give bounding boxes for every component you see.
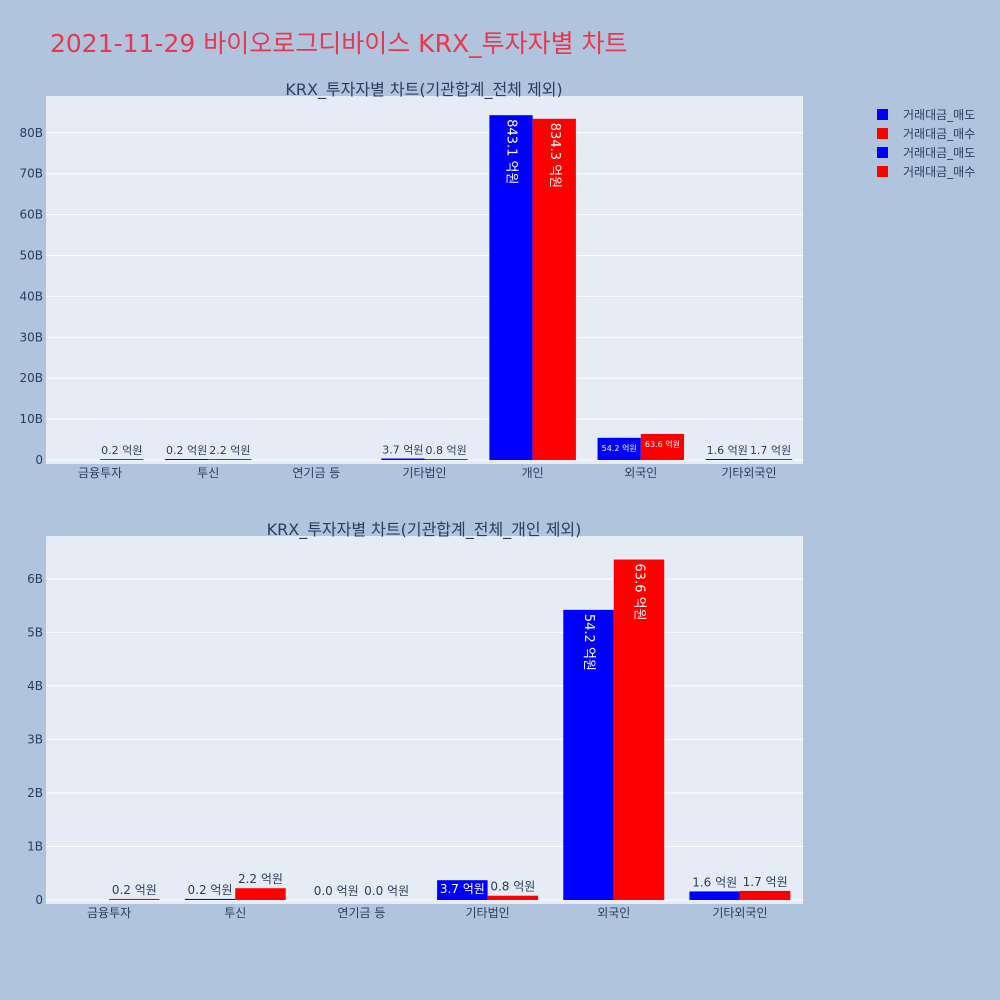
bar[interactable] [208,459,252,460]
chart-2: 0.2 억원 0.2 억원 2.2 억원 0.0 억원 0.0 억원 3.7 억원 0.8 … [27,520,803,920]
data-label: 0.2 억원 [188,883,233,897]
y-tick-label: 5B [27,625,43,639]
data-label: 1.7 억원 [743,875,788,889]
y-tick-label: 3B [27,732,43,746]
plot-area [46,536,803,904]
data-label: 0.8 억원 [490,880,535,894]
data-label: 63.6 억원 [631,564,646,621]
x-tick-label: 기타법인 [402,466,446,480]
gridlines [46,578,803,901]
y-tick-label: 6B [27,572,43,586]
data-label: 3.7 억원 [382,443,423,456]
bar[interactable] [487,895,539,900]
legend-label[interactable]: 거래대금_매도 [903,108,975,122]
y-tick-label: 1B [27,839,43,853]
data-label: 63.6 억원 [645,439,680,449]
x-axis-ticks: 금융투자 투신 연기금 등 기타법인 개인 외국인 기타외국인 [78,466,777,480]
data-label: 3.7 억원 [440,882,485,896]
chart-title: KRX_투자자별 차트(기관합계_전체 제외) [285,80,562,100]
data-label: 2.2 억원 [238,872,283,886]
legend-label[interactable]: 거래대금_매도 [903,146,975,160]
data-label: 0.2 억원 [101,444,142,457]
data-label: 1.7 억원 [750,444,791,457]
x-tick-label: 금융투자 [87,906,131,920]
data-label: 54.2 억원 [581,614,596,671]
bar[interactable] [100,459,144,460]
y-axis-ticks: 0 10B 20B 30B 40B 50B 60B 70B 80B [19,126,43,467]
chart-title: KRX_투자자별 차트(기관합계_전체_개인 제외) [267,520,582,540]
bar[interactable] [184,898,236,900]
x-tick-label: 기타법인 [465,906,509,920]
y-tick-label: 2B [27,786,43,800]
data-label: 0.8 억원 [426,444,467,457]
bar[interactable] [381,458,425,460]
bar[interactable] [424,459,468,460]
bar[interactable] [597,437,641,460]
x-tick-label: 외국인 [624,466,657,480]
x-tick-label: 연기금 등 [292,466,340,480]
bar[interactable] [164,459,209,460]
bar[interactable] [705,459,749,460]
x-tick-label: 기타외국인 [721,466,776,480]
bar[interactable] [532,118,576,461]
data-label: 1.6 억원 [707,444,748,457]
data-label: 0.0 억원 [314,884,359,898]
y-tick-label: 4B [27,679,43,693]
plot-area [46,96,803,464]
legend-swatch[interactable] [877,128,888,139]
y-tick-label: 60B [19,208,43,222]
bar[interactable] [689,891,740,900]
bar[interactable] [563,609,614,900]
y-tick-label: 0 [35,453,43,467]
bar[interactable] [640,433,685,460]
y-tick-label: 40B [19,289,43,303]
bar[interactable] [739,890,791,900]
data-label: 0.2 억원 [112,883,157,897]
legend-label[interactable]: 거래대금_매수 [903,165,975,179]
y-tick-label: 80B [19,126,43,140]
bars: 0.2 억원 0.2 억원 2.2 억원 0.0 억원 0.0 억원 3.7 억원 0.8 … [109,559,791,900]
data-label: 0.0 억원 [364,884,409,898]
bar[interactable] [437,880,488,900]
y-tick-label: 20B [19,371,43,385]
x-tick-label: 개인 [522,466,544,480]
legend-swatch[interactable] [877,109,888,120]
data-label: 834.3 억원 [547,123,562,188]
y-tick-label: 0 [35,893,43,907]
y-tick-label: 50B [19,249,43,263]
bar[interactable] [613,559,665,900]
x-tick-label: 금융투자 [78,466,122,480]
bar[interactable] [109,898,160,900]
y-tick-label: 70B [19,167,43,181]
legend-swatch[interactable] [877,166,888,177]
x-tick-label: 기타외국인 [712,906,767,920]
x-tick-label: 연기금 등 [337,906,385,920]
x-tick-label: 투신 [224,906,246,920]
x-axis-ticks: 금융투자 투신 연기금 등 기타법인 외국인 기타외국인 [87,906,768,920]
y-tick-label: 30B [19,330,43,344]
page-title: 2021-11-29 바이오로그디바이스 KRX_투자자별 차트 [50,29,628,58]
data-label: 843.1 억원 [504,119,519,184]
x-tick-label: 외국인 [597,906,630,920]
y-axis-ticks: 0 1B 2B 3B 4B 5B 6B [27,572,43,907]
x-tick-label: 투신 [197,466,219,480]
bar[interactable] [235,888,286,900]
legend-swatch[interactable] [877,147,888,158]
data-label: 0.2 억원 [166,444,207,457]
data-label: 54.2 억원 [602,443,637,453]
bar[interactable] [748,459,793,460]
data-label: 2.2 억원 [209,444,250,457]
y-tick-label: 10B [19,412,43,426]
data-label: 1.6 억원 [692,875,737,889]
legend-label[interactable]: 거래대금_매수 [903,127,975,141]
bar[interactable] [489,115,533,460]
